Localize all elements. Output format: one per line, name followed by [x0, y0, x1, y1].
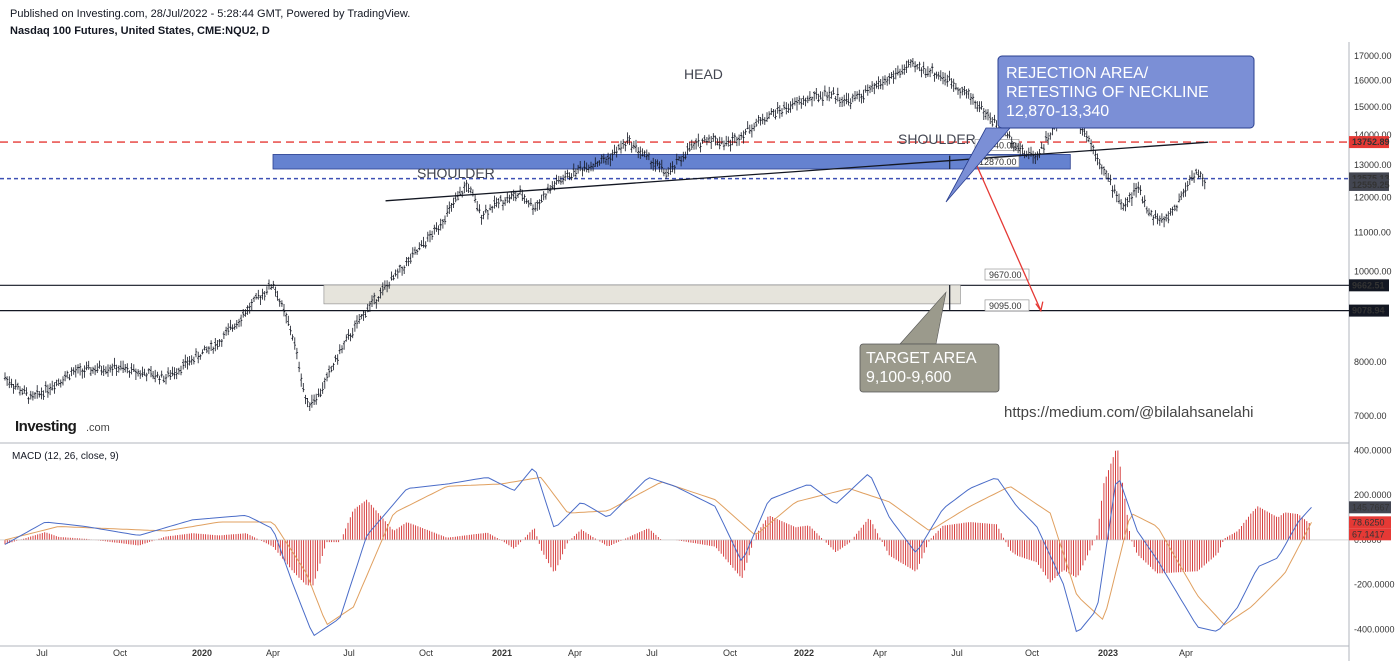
- price-zones: 13340.00 12870.00 9670.00 9095.00: [272, 139, 1071, 312]
- symbol-title: Nasdaq 100 Futures, United States, CME:N…: [10, 25, 270, 37]
- zone-tag-0: 13340.00: [979, 140, 1017, 150]
- level-label-2: 12559.25: [1352, 180, 1390, 190]
- macd-tick-3: -200.0000: [1354, 580, 1395, 590]
- investing-logo: Investing .com: [15, 418, 110, 435]
- time-tick-15: Apr: [1179, 648, 1193, 658]
- time-tick-10: 2022: [794, 648, 814, 658]
- level-label-3: 9662.51: [1352, 280, 1385, 290]
- price-tick-4: 13000.00: [1354, 160, 1392, 170]
- zone-tag-box-3: [984, 299, 1030, 312]
- zone-tag-1: 12870.00: [979, 157, 1017, 167]
- time-tick-14: 2023: [1098, 648, 1118, 658]
- time-tick-2: 2020: [192, 648, 212, 658]
- target-callout-box: [859, 343, 1000, 393]
- rejection-zone-box: [272, 154, 1071, 170]
- time-tick-4: Jul: [343, 648, 355, 658]
- price-tick-6: 11000.00: [1354, 228, 1391, 238]
- price-tick-7: 10000.00: [1354, 266, 1392, 276]
- right-shoulder-label: SHOULDER: [898, 131, 976, 147]
- arrow-head: [1035, 301, 1044, 313]
- macd-tick-0: 400.0000: [1354, 445, 1392, 455]
- macd-title: MACD (12, 26, close, 9): [12, 451, 119, 462]
- publish-info: Published on Investing.com, 28/Jul/2022 …: [10, 8, 411, 20]
- target-zone-box: [323, 284, 961, 305]
- time-tick-12: Jul: [951, 648, 963, 658]
- rejection-callout-box: [997, 55, 1255, 129]
- time-tick-8: Jul: [646, 648, 658, 658]
- rejection-callout-line-0: REJECTION AREA/: [1006, 65, 1149, 82]
- price-tick-9: 7000.00: [1354, 411, 1387, 421]
- time-tick-6: 2021: [492, 648, 512, 658]
- time-tick-13: Oct: [1025, 648, 1040, 658]
- author-url: https://medium.com/@bilalahsanelahi: [1004, 404, 1254, 421]
- price-tick-3: 14000.00: [1354, 130, 1392, 140]
- target-callout-line-1: 9,100-9,600: [866, 369, 952, 386]
- left-shoulder-label: SHOULDER: [417, 165, 495, 181]
- projection-arrow: [973, 158, 1042, 311]
- macd-line: [4, 468, 1312, 637]
- level-tag-3: [1349, 279, 1389, 292]
- macd-hist-bars: [4, 450, 1310, 586]
- macd-value-2: 67.1417: [1352, 529, 1385, 539]
- price-pane[interactable]: 17000.00 16000.00 15000.00 14000.00 13000.00…: [0, 51, 1392, 421]
- macd-pane[interactable]: MACD (12, 26, close, 9) 400.0000 200.0000…: [0, 445, 1395, 637]
- level-tag-2: [1349, 178, 1389, 191]
- time-tick-5: Oct: [419, 648, 434, 658]
- level-label-0: 13752.89: [1352, 137, 1390, 147]
- macd-tag-0: [1349, 501, 1391, 514]
- level-label-4: 9078.94: [1352, 306, 1385, 316]
- level-label-1: 12575.13: [1352, 173, 1390, 183]
- price-tick-8: 8000.00: [1354, 357, 1387, 367]
- macd-value-0: 145.7667: [1352, 502, 1390, 512]
- price-axis: 17000.00 16000.00 15000.00 14000.00 13000.00…: [1354, 51, 1392, 421]
- logo-suffix: .com: [86, 422, 110, 434]
- head-label: HEAD: [684, 66, 723, 82]
- time-tick-9: Oct: [723, 648, 738, 658]
- macd-last-values: 145.7667 78.6250 67.1417: [1349, 501, 1391, 541]
- time-axis: Jul Oct 2020 Apr Jul Oct 2021 Apr Jul Oct 2022 Apr J…: [36, 648, 1193, 658]
- macd-value-1: 78.6250: [1352, 517, 1385, 527]
- rejection-callout-pointer: [945, 127, 1011, 203]
- level-tag-4: [1349, 304, 1389, 317]
- price-tick-5: 12000.00: [1354, 192, 1392, 202]
- rejection-callout-line-1: RETESTING OF NECKLINE: [1006, 84, 1209, 101]
- time-tick-0: Jul: [36, 648, 48, 658]
- time-tick-1: Oct: [113, 648, 128, 658]
- macd-tick-1: 200.0000: [1354, 490, 1392, 500]
- macd-tag-1: [1349, 516, 1391, 529]
- price-tick-1: 16000.00: [1354, 76, 1392, 86]
- rejection-callout-line-2: 12,870-13,340: [1006, 103, 1109, 120]
- zone-tag-3: 9095.00: [989, 301, 1022, 311]
- drawings: HEAD SHOULDER SHOULDER REJECTION AREA/RETES…: [385, 55, 1255, 393]
- zone-tag-box-2: [984, 268, 1030, 281]
- price-tick-2: 15000.00: [1354, 102, 1392, 112]
- level-tag-0: [1349, 136, 1389, 149]
- price-tick-0: 17000.00: [1354, 51, 1392, 61]
- logo-brand: Investing: [15, 418, 77, 435]
- zone-tag-2: 9670.00: [989, 270, 1022, 280]
- macd-signal-line: [4, 476, 1312, 626]
- macd-tick-4: -400.0000: [1354, 624, 1395, 634]
- macd-histogram: [0, 450, 1349, 586]
- macd-tag-2: [1349, 528, 1391, 541]
- time-tick-3: Apr: [266, 648, 280, 658]
- time-tick-7: Apr: [568, 648, 582, 658]
- target-callout-line-0: TARGET AREA: [866, 350, 977, 367]
- neckline: [385, 141, 1209, 202]
- time-tick-11: Apr: [873, 648, 887, 658]
